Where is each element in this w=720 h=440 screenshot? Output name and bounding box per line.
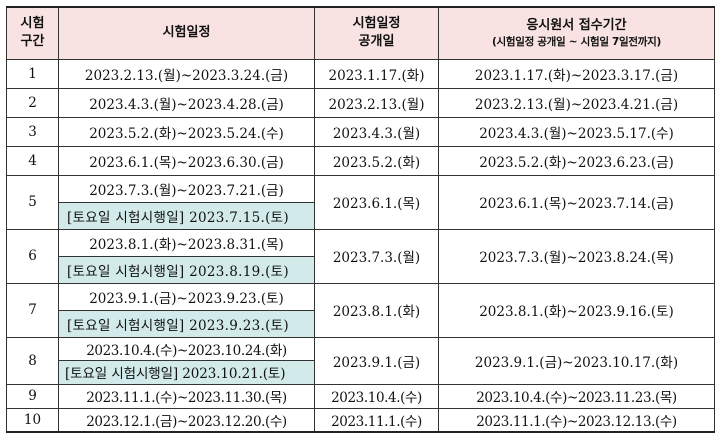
saturday-exam-date: [토요일 시험시행일] 2023.10.21.(토) [58, 359, 315, 385]
announce-date: 2023.9.1.(금) [314, 336, 439, 385]
application-period: 2023.2.13.(월)~2023.4.21.(금) [438, 87, 715, 118]
announce-date: 2023.10.4.(수) [314, 383, 439, 409]
table-row: 4 2023.6.1.(목)~2023.6.30.(금) 2023.5.2.(화… [6, 145, 715, 176]
application-period: 2023.1.17.(화)~2023.3.17.(금) [438, 58, 715, 89]
row-number: 2 [6, 87, 59, 118]
row-number: 10 [6, 407, 59, 433]
announce-date: 2023.6.1.(목) [314, 174, 439, 230]
announce-date: 2023.8.1.(화) [314, 282, 439, 338]
header-application-note: (시험일정 공개일 ~ 시험일 7일전까지) [492, 36, 661, 49]
saturday-exam-date: [토요일 시험시행일] 2023.8.19.(토) [58, 255, 315, 284]
exam-schedule: 2023.9.1.(금)~2023.9.23.(토) [58, 282, 315, 311]
application-period: 2023.10.4.(수)~2023.11.23.(목) [438, 383, 715, 409]
header-schedule: 시험일정 [58, 6, 315, 60]
row-number: 9 [6, 383, 59, 409]
announce-date: 2023.5.2.(화) [314, 145, 439, 176]
table-row: 5 2023.7.3.(월)~2023.7.21.(금) 2023.6.1.(목… [6, 174, 715, 230]
application-period: 2023.7.3.(월)~2023.8.24.(목) [438, 228, 715, 284]
exam-schedule: 2023.12.1.(금)~2023.12.20.(수) [58, 407, 315, 433]
exam-schedule: 2023.11.1.(수)~2023.11.30.(목) [58, 383, 315, 409]
announce-date: 2023.11.1.(수) [314, 407, 439, 433]
exam-schedule: 2023.5.2.(화)~2023.5.24.(수) [58, 116, 315, 147]
table-row: 7 2023.9.1.(금)~2023.9.23.(토) 2023.8.1.(화… [6, 282, 715, 338]
application-period: 2023.6.1.(목)~2023.7.14.(금) [438, 174, 715, 230]
row-number: 1 [6, 58, 59, 89]
row-number: 4 [6, 145, 59, 176]
announce-date: 2023.1.17.(화) [314, 58, 439, 89]
exam-schedule: 2023.6.1.(목)~2023.6.30.(금) [58, 145, 315, 176]
application-period: 2023.4.3.(월)~2023.5.17.(수) [438, 116, 715, 147]
application-period: 2023.9.1.(금)~2023.10.17.(화) [438, 336, 715, 385]
table-row: 6 2023.8.1.(화)~2023.8.31.(목) 2023.7.3.(월… [6, 228, 715, 284]
header-announce: 시험일정 공개일 [314, 6, 439, 60]
table-row: 2 2023.4.3.(월)~2023.4.28.(금) 2023.2.13.(… [6, 87, 715, 118]
exam-schedule: 2023.2.13.(월)~2023.3.24.(금) [58, 58, 315, 89]
header-application: 응시원서 접수기간 (시험일정 공개일 ~ 시험일 7일전까지) [438, 6, 715, 60]
application-period: 2023.8.1.(화)~2023.9.16.(토) [438, 282, 715, 338]
row-number: 5 [6, 174, 59, 230]
header-application-title: 응시원서 접수기간 [526, 18, 627, 34]
exam-schedule-table: 시험 구간 시험일정 시험일정 공개일 응시원서 접수기간 (시험일정 공개일 … [6, 6, 715, 436]
exam-schedule: 2023.10.4.(수)~2023.10.24.(화) [58, 336, 315, 361]
application-period: 2023.11.1.(수)~2023.12.13.(수) [438, 407, 715, 433]
application-period: 2023.5.2.(화)~2023.6.23.(금) [438, 145, 715, 176]
saturday-exam-date: [토요일 시험시행일] 2023.9.23.(토) [58, 309, 315, 338]
table-row: 10 2023.12.1.(금)~2023.12.20.(수) 2023.11.… [6, 407, 715, 433]
announce-date: 2023.4.3.(월) [314, 116, 439, 147]
row-number: 6 [6, 228, 59, 284]
header-section: 시험 구간 [6, 6, 59, 60]
row-number: 8 [6, 336, 59, 385]
table-row: 1 2023.2.13.(월)~2023.3.24.(금) 2023.1.17.… [6, 58, 715, 89]
row-number: 3 [6, 116, 59, 147]
table-row: 8 2023.10.4.(수)~2023.10.24.(화) 2023.9.1.… [6, 336, 715, 385]
saturday-exam-date: [토요일 시험시행일] 2023.7.15.(토) [58, 201, 315, 230]
table-row: 9 2023.11.1.(수)~2023.11.30.(목) 2023.10.4… [6, 383, 715, 409]
announce-date: 2023.7.3.(월) [314, 228, 439, 284]
exam-schedule: 2023.7.3.(월)~2023.7.21.(금) [58, 174, 315, 203]
announce-date: 2023.2.13.(월) [314, 87, 439, 118]
exam-schedule: 2023.4.3.(월)~2023.4.28.(금) [58, 87, 315, 118]
table-row: 3 2023.5.2.(화)~2023.5.24.(수) 2023.4.3.(월… [6, 116, 715, 147]
row-number: 7 [6, 282, 59, 338]
exam-schedule: 2023.8.1.(화)~2023.8.31.(목) [58, 228, 315, 257]
